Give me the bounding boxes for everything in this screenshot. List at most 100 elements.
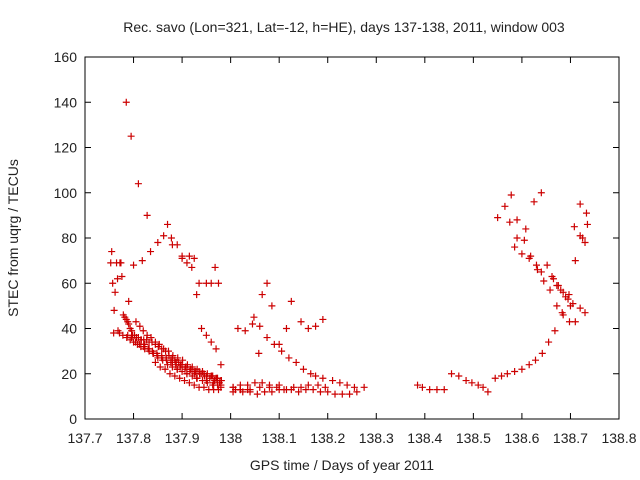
data-point: [299, 365, 307, 373]
data-point: [190, 381, 198, 389]
data-point: [160, 345, 168, 353]
data-point: [130, 261, 138, 269]
data-point: [183, 361, 191, 369]
data-point: [285, 354, 293, 362]
data-point: [440, 386, 448, 394]
data-point: [203, 370, 211, 378]
data-point: [229, 388, 237, 396]
data-point: [559, 311, 567, 319]
chart-title: Rec. savo (Lon=321, Lat=-12, h=HE), days…: [123, 19, 565, 35]
data-point: [319, 315, 327, 323]
data-point: [236, 386, 244, 394]
x-axis-label: GPS time / Days of year 2011: [250, 457, 434, 473]
data-point: [198, 325, 206, 332]
data-point: [256, 383, 264, 391]
x-tick-label: 138: [219, 430, 243, 446]
data-point: [132, 318, 140, 326]
data-point: [212, 345, 220, 353]
data-point: [314, 381, 322, 389]
data-point: [145, 345, 153, 353]
data-point: [576, 304, 584, 312]
data-point: [353, 388, 361, 396]
data-point: [350, 383, 358, 391]
data-point: [188, 363, 196, 371]
data-point: [498, 372, 506, 380]
data-point: [479, 383, 487, 391]
data-point: [185, 252, 193, 260]
data-point: [154, 354, 162, 362]
x-tick-label: 138.1: [262, 430, 297, 446]
data-point: [532, 261, 540, 269]
data-point: [176, 374, 184, 382]
x-tick-label: 138.8: [601, 430, 636, 446]
data-point: [455, 372, 463, 380]
data-point: [164, 347, 172, 355]
data-point: [193, 291, 201, 299]
data-point: [270, 340, 278, 348]
data-point: [474, 381, 482, 389]
data-point: [503, 370, 511, 378]
data-point: [190, 254, 198, 262]
data-point: [292, 358, 300, 366]
data-point: [414, 381, 422, 389]
data-point: [217, 381, 225, 389]
data-point: [545, 338, 553, 346]
data-point: [177, 361, 185, 369]
y-axis-label: STEC from uqrg / TECUs: [5, 159, 21, 317]
data-point: [268, 388, 276, 396]
y-axis: 0 20 40 60 80 100 120 140 160: [54, 49, 619, 427]
data-point: [158, 352, 166, 360]
data-point: [582, 209, 590, 217]
data-point: [210, 379, 218, 387]
data-point: [136, 322, 144, 330]
data-point: [543, 261, 551, 269]
data-point: [583, 220, 591, 228]
data-point: [188, 372, 196, 380]
data-point: [195, 279, 203, 287]
y-tick-label: 100: [54, 185, 78, 201]
data-point: [178, 367, 186, 375]
y-tick-label: 20: [61, 366, 77, 382]
data-point: [114, 275, 122, 283]
data-point: [174, 354, 182, 362]
data-point: [251, 379, 259, 387]
x-tick-label: 138.7: [553, 430, 588, 446]
data-point: [418, 383, 426, 391]
x-tick-label: 137.7: [67, 430, 102, 446]
data-point: [143, 211, 151, 219]
data-point: [125, 320, 133, 328]
data-point: [137, 336, 145, 344]
data-point: [538, 349, 546, 357]
data-point: [124, 331, 132, 339]
data-point: [258, 291, 266, 299]
data-point: [151, 338, 159, 346]
data-point: [256, 322, 264, 330]
x-tick-label: 137.9: [165, 430, 200, 446]
data-point: [164, 220, 172, 228]
data-point: [185, 379, 193, 387]
x-tick-label: 138.2: [310, 430, 345, 446]
data-point: [173, 241, 181, 249]
data-point: [168, 358, 176, 366]
x-tick-label: 138.6: [504, 430, 539, 446]
data-point: [312, 372, 320, 380]
data-point: [513, 234, 521, 242]
data-point: [122, 98, 130, 106]
data-point: [576, 200, 584, 208]
data-point: [343, 381, 351, 389]
data-point: [331, 390, 339, 398]
data-point: [576, 232, 584, 240]
data-point: [540, 277, 548, 285]
data-point: [302, 386, 310, 394]
data-point: [154, 239, 162, 247]
data-point: [491, 374, 499, 382]
data-point: [304, 381, 312, 389]
data-point: [571, 318, 579, 326]
data-point: [537, 189, 545, 197]
data-point: [181, 377, 189, 385]
data-point: [532, 356, 540, 364]
data-point: [297, 318, 305, 326]
data-point: [255, 349, 263, 357]
data-point: [173, 365, 181, 373]
